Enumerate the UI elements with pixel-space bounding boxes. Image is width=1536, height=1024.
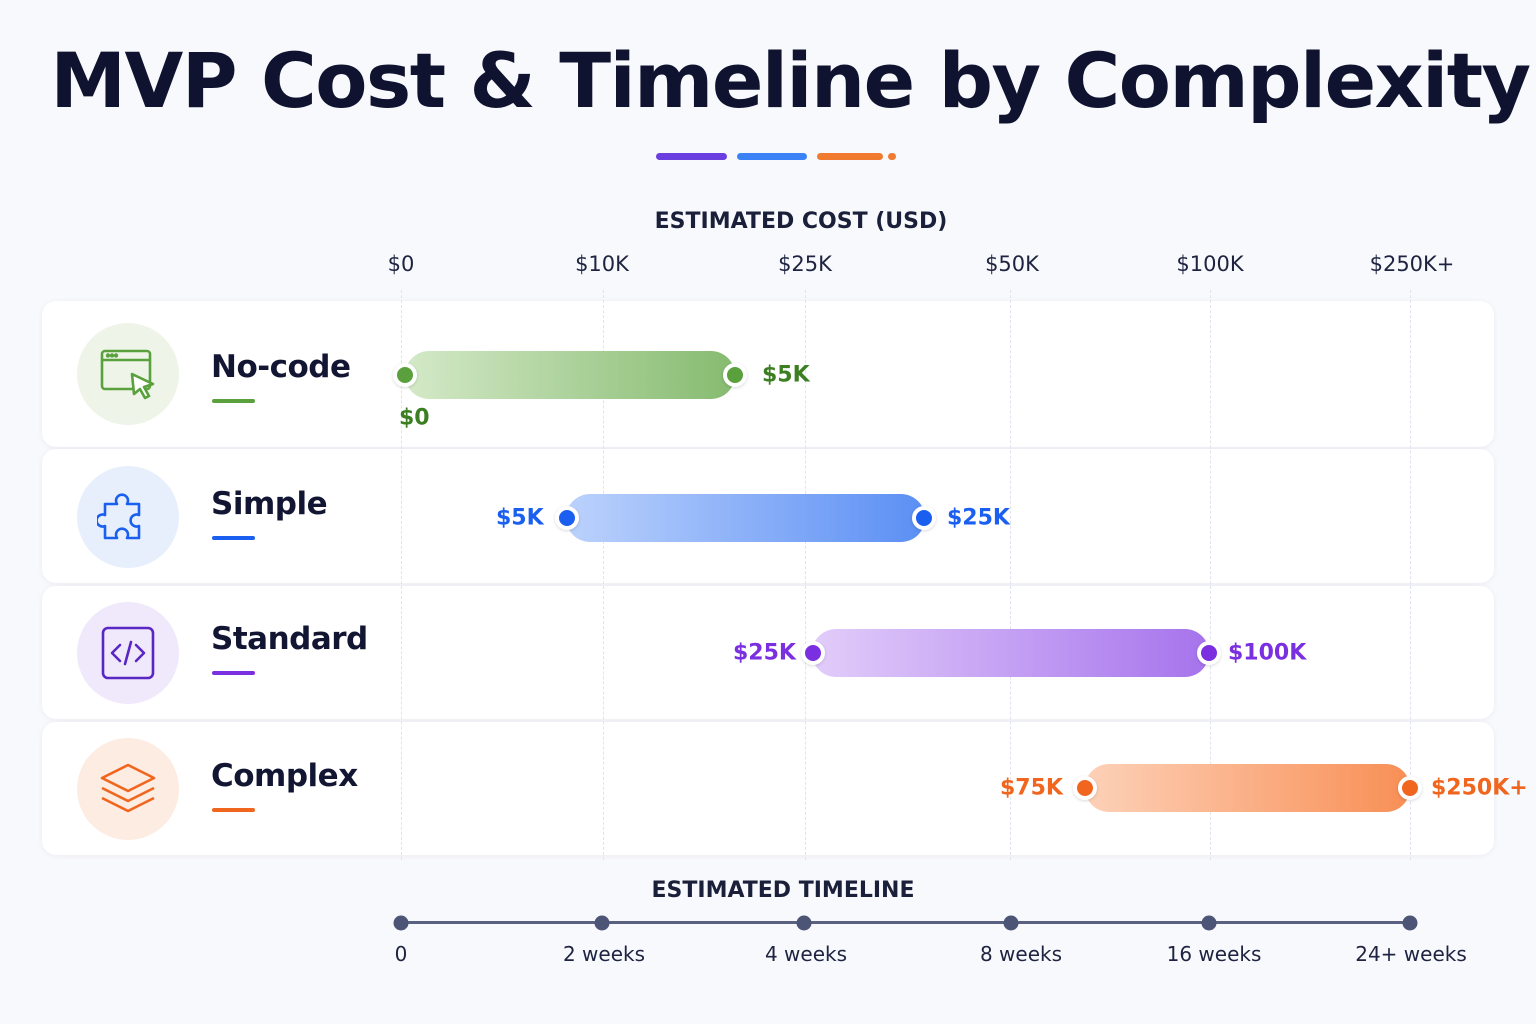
category-underline [212, 536, 255, 540]
timeline-tick-dot [594, 915, 610, 931]
range-max-point [1398, 776, 1422, 800]
timeline-tick-dot [1201, 915, 1217, 931]
range-max-label: $100K [1228, 640, 1307, 666]
cost-tick-label: $25K [778, 252, 832, 276]
complex-icon-circle [77, 738, 179, 840]
timeline-tick-dot [1003, 915, 1019, 931]
range-bar-simple [566, 494, 925, 542]
standard-icon-circle [77, 602, 179, 704]
gridline [1210, 290, 1211, 860]
timeline-axis-title: ESTIMATED TIMELINE [651, 878, 915, 903]
timeline-tick-dot [1402, 915, 1418, 931]
range-max-point [912, 506, 936, 530]
puzzle-icon [97, 493, 141, 540]
cost-tick-label: $50K [985, 252, 1039, 276]
gridline [401, 290, 402, 860]
timeline-tick-label: 2 weeks [562, 942, 646, 966]
title-accent-orange [817, 153, 883, 160]
gridline [1010, 290, 1011, 860]
timeline-tick-label: 0 [394, 942, 408, 966]
range-min-label: $0 [399, 405, 430, 431]
range-bar-complex [1085, 764, 1410, 812]
category-underline [212, 399, 255, 403]
range-max-label: $250K+ [1431, 775, 1528, 801]
cost-tick-label: $100K [1176, 252, 1244, 276]
range-max-point [1197, 641, 1221, 665]
title-accent-blue [737, 153, 807, 160]
browser-cursor-icon [100, 349, 155, 400]
code-icon [101, 626, 155, 680]
row-card-no-code [42, 301, 1494, 447]
range-min-label: $75K [1000, 775, 1063, 801]
range-max-point [723, 363, 747, 387]
timeline-tick-label: 8 weeks [979, 942, 1063, 966]
cost-tick-label: $0 [387, 252, 415, 276]
range-bar-standard [812, 629, 1209, 677]
category-label-standard: Standard [211, 621, 368, 657]
range-min-point [393, 363, 417, 387]
timeline-tick-label: 16 weeks [1166, 942, 1262, 966]
chart-title: MVP Cost & Timeline by Complexity [50, 36, 1531, 125]
cost-tick-label: $250K+ [1369, 252, 1455, 276]
range-min-point [1073, 776, 1097, 800]
timeline-tick-label: 4 weeks [764, 942, 848, 966]
simple-icon-circle [77, 466, 179, 568]
title-accent-purple [656, 153, 727, 160]
cost-axis-title: ESTIMATED COST (USD) [654, 209, 948, 234]
range-min-label: $5K [496, 505, 544, 531]
timeline-tick-label: 24+ weeks [1355, 942, 1467, 966]
title-accent-dot [888, 153, 896, 160]
range-max-label: $5K [762, 362, 810, 388]
timeline-axis-line [401, 921, 1410, 924]
range-min-label: $25K [733, 640, 796, 666]
timeline-tick-dot [393, 915, 409, 931]
layers-icon [100, 763, 156, 813]
no-code-icon-circle [77, 323, 179, 425]
range-min-point [555, 506, 579, 530]
range-max-label: $25K [947, 505, 1010, 531]
range-min-point [801, 641, 825, 665]
category-label-simple: Simple [211, 486, 328, 522]
range-bar-no-code [405, 351, 735, 399]
cost-tick-label: $10K [575, 252, 629, 276]
row-card-standard [42, 586, 1494, 719]
gridline [805, 290, 806, 860]
category-label-complex: Complex [211, 758, 358, 794]
gridline [1410, 290, 1411, 860]
category-label-no-code: No-code [211, 349, 351, 385]
timeline-tick-dot [796, 915, 812, 931]
category-underline [212, 808, 255, 812]
gridline [603, 290, 604, 860]
category-underline [212, 671, 255, 675]
